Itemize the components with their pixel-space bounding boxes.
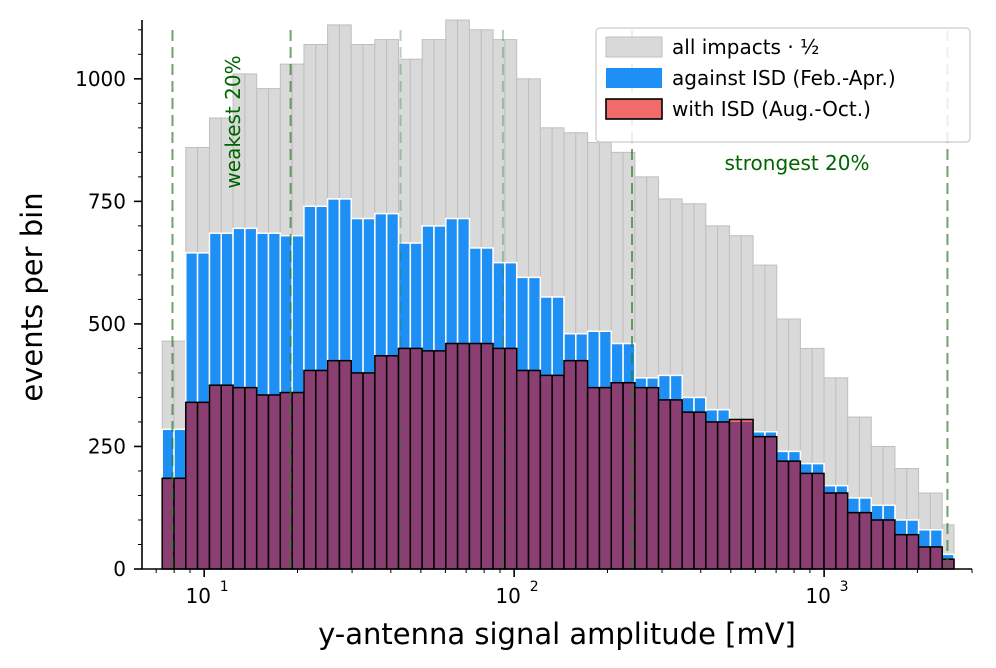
annotation-weakest: weakest 20%	[221, 55, 245, 188]
bar-overlap	[256, 394, 269, 569]
bar-overlap	[386, 355, 399, 569]
bar-overlap	[764, 436, 777, 569]
bar-overlap	[658, 399, 671, 569]
bar-overlap	[835, 493, 848, 569]
x-tick-label: 10	[495, 584, 520, 608]
bar-overlap	[351, 372, 364, 569]
bar-overlap	[422, 350, 434, 569]
bar-overlap	[209, 385, 222, 569]
bar-overlap	[244, 387, 257, 569]
y-tick-label: 1000	[75, 67, 126, 91]
bar-with-isd-excess	[729, 419, 742, 422]
bar-overlap	[197, 402, 210, 569]
bar-overlap	[268, 394, 281, 569]
bar-overlap	[185, 402, 198, 569]
legend-label: against ISD (Feb.-Apr.)	[672, 66, 896, 90]
x-tick-label: 10	[805, 584, 830, 608]
bar-overlap	[918, 546, 931, 569]
y-tick-label: 250	[88, 434, 126, 458]
bar-overlap	[847, 512, 860, 569]
bar-overlap	[670, 399, 683, 569]
bar-overlap	[445, 343, 458, 569]
bar-overlap	[363, 372, 375, 569]
bar-overlap	[504, 348, 517, 569]
bar-overlap	[587, 387, 600, 569]
bar-overlap	[433, 350, 446, 569]
bar-overlap	[315, 370, 328, 569]
bar-overlap	[292, 392, 304, 569]
bar-overlap	[516, 370, 529, 569]
legend-swatch	[605, 98, 663, 120]
bar-overlap	[859, 512, 872, 569]
bar-overlap	[481, 343, 494, 569]
legend-swatch	[606, 68, 662, 88]
bar-overlap	[327, 360, 340, 569]
bar-overlap	[162, 478, 174, 569]
bar-overlap	[729, 421, 742, 569]
bar-overlap	[173, 478, 186, 569]
bar-overlap	[753, 436, 765, 569]
x-axis-label: y-antenna signal amplitude [mV]	[318, 617, 796, 651]
bar-overlap	[469, 343, 482, 569]
bar-overlap	[646, 387, 659, 569]
bar-overlap	[221, 385, 234, 569]
bar-overlap	[623, 382, 635, 569]
bar-overlap	[410, 348, 423, 569]
bar-overlap	[528, 370, 541, 569]
bar-overlap	[575, 360, 588, 569]
y-axis-label: events per bin	[15, 192, 49, 401]
bar-overlap	[741, 421, 754, 569]
x-tick-label: 10	[185, 584, 210, 608]
legend-swatch	[605, 36, 663, 58]
bar-overlap	[788, 461, 801, 569]
bar-overlap	[374, 355, 387, 569]
bar-overlap	[339, 360, 352, 569]
bar-overlap	[303, 370, 316, 569]
bar-overlap	[694, 412, 706, 569]
bar-overlap	[540, 375, 553, 569]
bar-overlap	[552, 375, 564, 569]
bar-overlap	[398, 348, 411, 569]
bar-overlap	[705, 421, 718, 569]
bar-overlap	[776, 461, 789, 569]
bar-overlap	[930, 546, 943, 569]
y-tick-label: 0	[113, 557, 126, 581]
legend-label: all impacts · ½	[672, 35, 819, 59]
bar-overlap	[812, 473, 825, 569]
legend-box	[595, 27, 971, 143]
bar-overlap	[563, 360, 576, 569]
bar-overlap	[894, 534, 907, 569]
x-tick-exponent: 1	[220, 579, 229, 595]
bar-overlap	[599, 387, 612, 569]
bar-overlap	[800, 473, 813, 569]
bar-with-isd-excess	[741, 419, 754, 422]
bar-overlap	[611, 382, 624, 569]
legend-label: with ISD (Aug.-Oct.)	[672, 97, 871, 121]
axes: 0 250 500 750 1000 10 1 10 2 10 3	[75, 20, 973, 608]
x-tick-exponent: 3	[840, 579, 849, 595]
y-tick-label: 500	[88, 312, 126, 336]
x-tick-exponent: 2	[530, 579, 539, 595]
bar-overlap	[871, 519, 884, 569]
bar-overlap	[634, 387, 647, 569]
bar-overlap	[280, 392, 293, 569]
bar-overlap	[682, 412, 695, 569]
y-tick-label: 750	[88, 189, 126, 213]
legend: all impacts · ½ against ISD (Feb.-Apr.) wi…	[595, 27, 971, 143]
bar-overlap	[233, 387, 245, 569]
bar-overlap	[493, 348, 505, 569]
bar-overlap	[906, 534, 919, 569]
bar-overlap	[883, 519, 895, 569]
bar-overlap	[824, 493, 836, 569]
annotation-strongest: strongest 20%	[724, 151, 869, 175]
annotations: weakest 20% strongest 20%	[221, 55, 870, 188]
bar-overlap	[457, 343, 470, 569]
bar-overlap	[717, 421, 730, 569]
